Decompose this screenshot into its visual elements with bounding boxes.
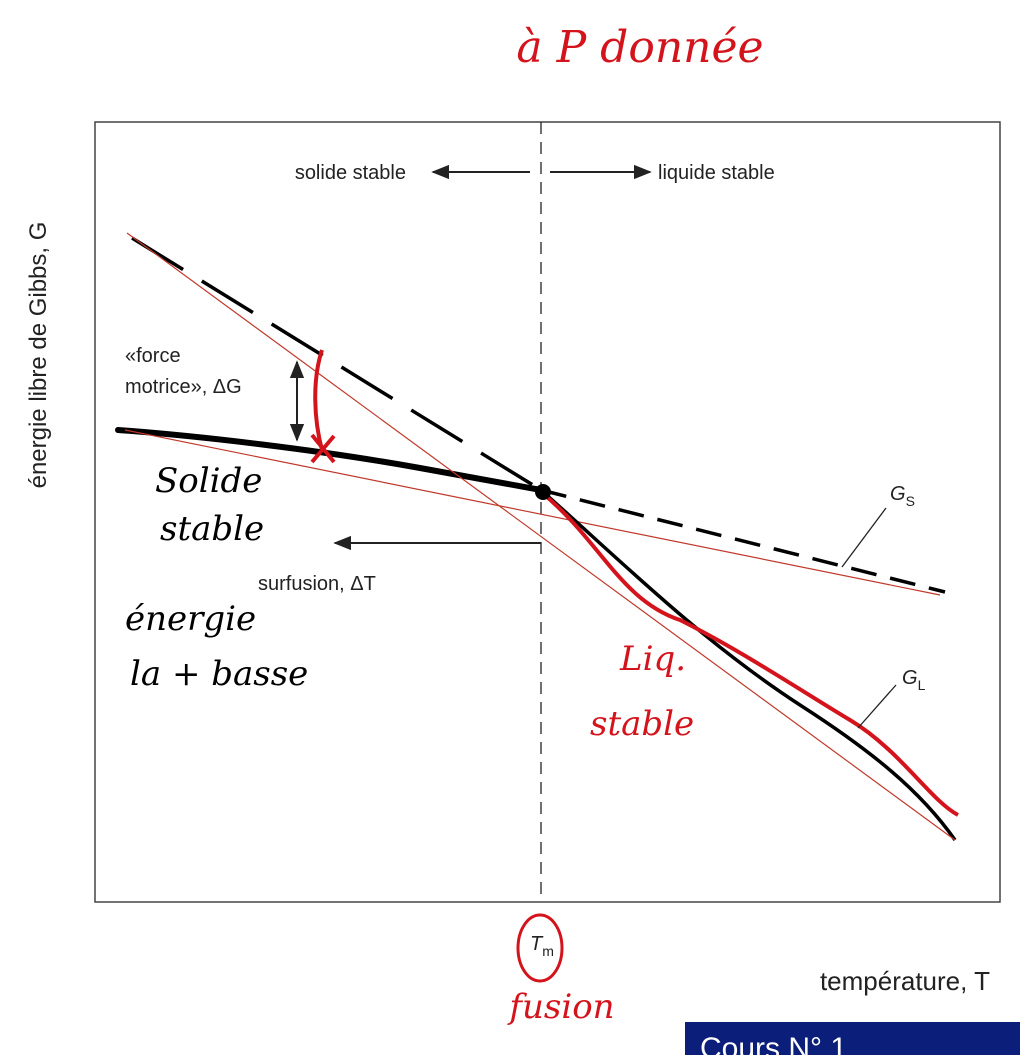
- plot-frame: [94, 121, 1001, 903]
- delta-g-red-cross: [310, 433, 336, 464]
- undercooling-label: surfusion, ΔT: [258, 573, 376, 595]
- delta-g-red-stroke: [313, 349, 324, 451]
- note-solid-2: stable: [160, 509, 264, 549]
- footer-badge-text: Cours N° 1: [700, 1032, 847, 1055]
- driving-force-label-2: motrice», ΔG: [125, 376, 242, 398]
- gs-label: GS: [890, 483, 915, 509]
- note-fusion: fusion: [506, 987, 614, 1027]
- gs-leader: [841, 507, 887, 568]
- y-axis-label: énergie libre de Gibbs, G: [25, 222, 52, 489]
- note-liquid-2: stable: [590, 704, 694, 744]
- tm-circle: [516, 913, 564, 983]
- gl-curve-solid: [539, 488, 957, 842]
- gl-guide: [126, 232, 956, 841]
- gl-label: GL: [902, 667, 926, 693]
- gl-sub: L: [918, 677, 926, 693]
- driving-force-label-1: «force: [125, 345, 181, 367]
- gs-sub: S: [906, 493, 915, 509]
- gl-red-stroke: [539, 490, 959, 817]
- gs-curve-dashed: [540, 488, 946, 594]
- handwritten-title: à P donnée: [516, 22, 763, 73]
- tm-main: T: [530, 933, 544, 955]
- note-liquid-1: Liq.: [619, 639, 686, 679]
- gl-leader: [857, 684, 897, 729]
- region-left-label: solide stable: [295, 162, 406, 184]
- note-solid-1: Solide: [155, 461, 262, 501]
- note-energy-1: énergie: [125, 599, 256, 639]
- region-right-label: liquide stable: [658, 162, 775, 184]
- intersection-point: [535, 484, 551, 500]
- note-energy-2: la + basse: [130, 654, 308, 694]
- tm-sub: m: [542, 943, 554, 959]
- gs-curve-solid: [115, 427, 544, 493]
- gl-main: G: [902, 667, 918, 689]
- footer-badge: [685, 1022, 1020, 1055]
- tm-label: Tm: [530, 933, 554, 959]
- gs-main: G: [890, 483, 906, 505]
- gs-guide: [124, 429, 941, 596]
- x-axis-label: température, T: [820, 966, 990, 996]
